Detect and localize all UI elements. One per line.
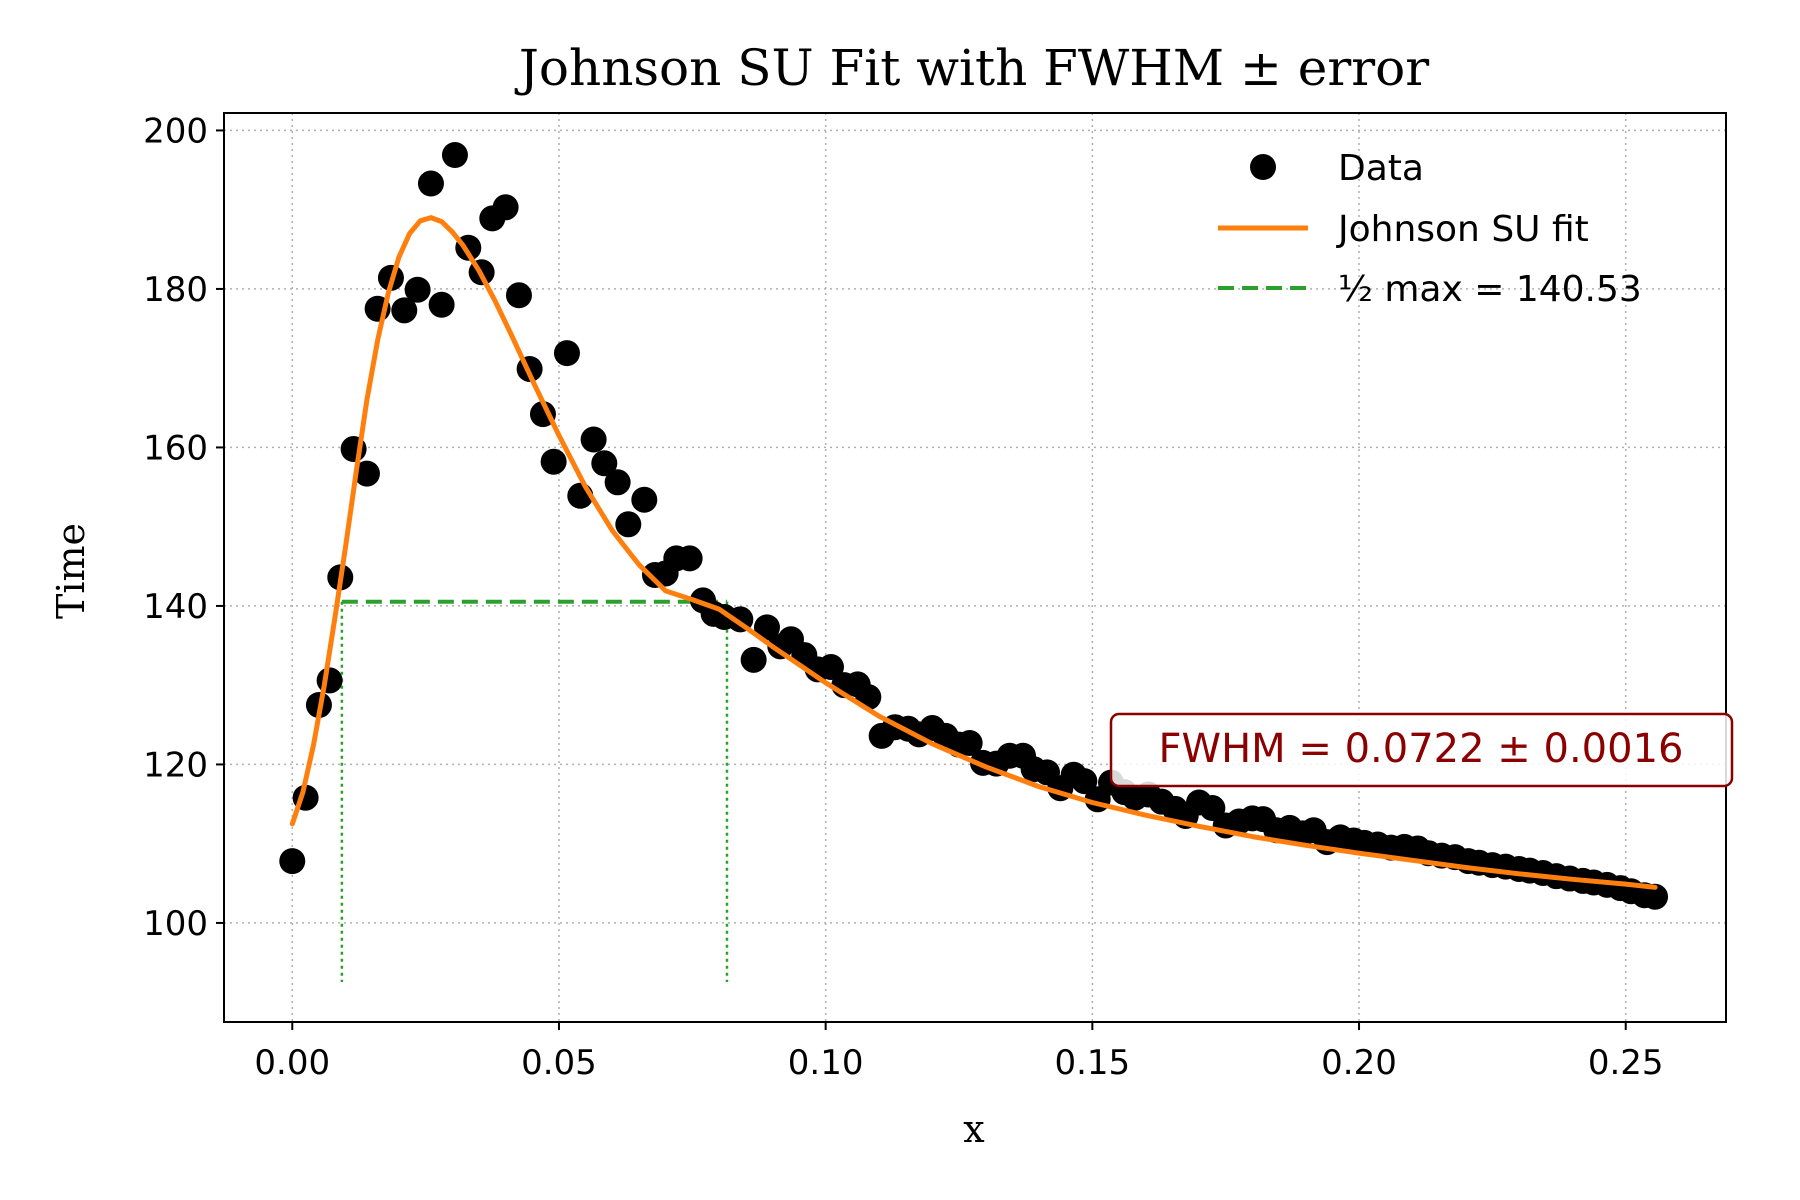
x-tick-label-3: 0.15 xyxy=(1054,1043,1130,1083)
x-axis-ticks: 0.00 0.05 0.10 0.15 0.20 0.25 xyxy=(254,1022,1664,1083)
x-tick-label-5: 0.25 xyxy=(1588,1043,1664,1083)
fwhm-annotation: FWHM = 0.0722 ± 0.0016 xyxy=(1109,712,1734,788)
plot-frame xyxy=(223,112,1727,1023)
y-axis-ticks: 100 120 140 160 180 200 xyxy=(143,111,224,944)
x-tick-label-4: 0.20 xyxy=(1321,1043,1397,1083)
x-tick-label-2: 0.10 xyxy=(788,1043,864,1083)
x-tick-label-0: 0.00 xyxy=(254,1043,330,1083)
data-point xyxy=(676,545,703,572)
data-point xyxy=(580,426,607,453)
y-tick-label-2: 140 xyxy=(143,587,208,627)
data-point xyxy=(404,276,431,303)
data-point xyxy=(604,469,631,496)
fwhm-lines xyxy=(340,599,729,982)
data-point xyxy=(492,194,519,221)
data-point xyxy=(1071,768,1098,795)
data-point xyxy=(417,170,444,197)
data-point xyxy=(505,282,532,309)
y-tick-label-5: 200 xyxy=(143,111,208,151)
fwhm-annotation-text: FWHM = 0.0722 ± 0.0016 xyxy=(1159,726,1684,772)
y-tick-label-0: 100 xyxy=(143,904,208,944)
fwhm-annotation-box xyxy=(1109,712,1734,788)
data-point xyxy=(428,291,455,318)
data-point xyxy=(316,667,343,694)
x-axis-label: x xyxy=(963,1107,984,1151)
y-axis-label: Time xyxy=(49,523,93,619)
data-point xyxy=(1642,883,1669,910)
data-point xyxy=(817,653,844,680)
data-point xyxy=(353,460,380,487)
data-point xyxy=(740,646,767,673)
y-tick-label-1: 120 xyxy=(143,745,208,785)
legend: Data Johnson SU fit ½ max = 140.53 xyxy=(1218,148,1642,310)
fit-curve-group xyxy=(289,215,1658,890)
data-point xyxy=(631,486,658,513)
y-tick-label-4: 180 xyxy=(143,270,208,310)
fit-curve xyxy=(289,215,1658,890)
data-point xyxy=(553,340,580,367)
data-point xyxy=(591,450,618,477)
data-point xyxy=(753,614,780,641)
y-tick-label-3: 160 xyxy=(143,428,208,468)
legend-label-data: Data xyxy=(1338,148,1424,189)
legend-label-fit: Johnson SU fit xyxy=(1336,209,1589,250)
chart-title: Johnson SU Fit with FWHM ± error xyxy=(514,39,1429,97)
x-tick-label-1: 0.05 xyxy=(521,1043,597,1083)
data-point xyxy=(441,142,468,169)
data-point xyxy=(279,848,306,875)
legend-label-halfmax: ½ max = 140.53 xyxy=(1338,269,1642,310)
data-point xyxy=(615,511,642,538)
data-point xyxy=(391,297,418,324)
data-point xyxy=(540,448,567,475)
data-point xyxy=(956,730,983,757)
legend-marker-data xyxy=(1250,154,1276,180)
